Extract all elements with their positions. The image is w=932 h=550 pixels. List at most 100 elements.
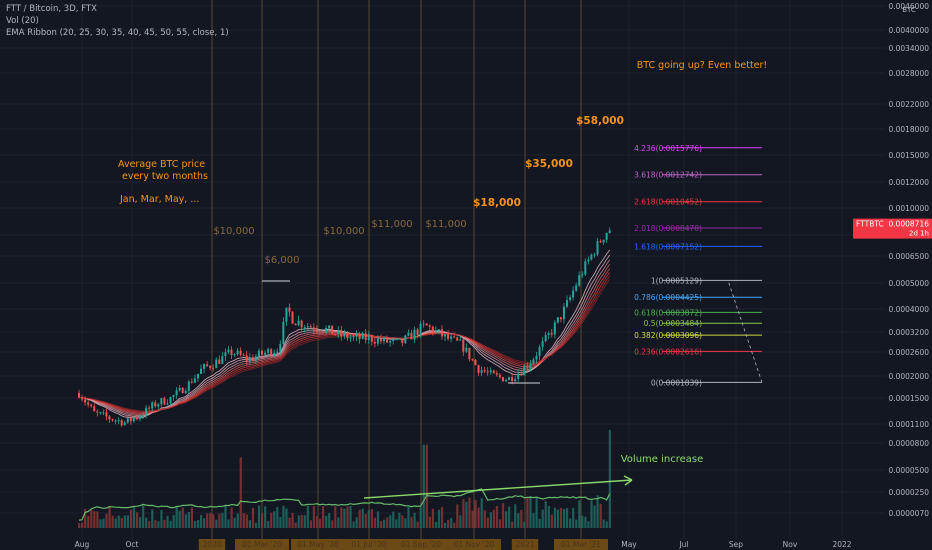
volume-bar (505, 511, 508, 528)
candle-body (453, 336, 456, 338)
time-marker-2 (198, 539, 226, 550)
candles (78, 227, 611, 427)
volume-trend-arrowhead (623, 475, 633, 486)
volume-bar (407, 507, 410, 528)
candle-body (386, 337, 389, 343)
volume-bar (373, 517, 377, 528)
candle-body (318, 331, 321, 333)
volume-bar (416, 521, 419, 528)
candle-body (556, 317, 559, 323)
candle-body (468, 347, 471, 360)
volume-ma-line (78, 488, 611, 521)
price-tick-18: 0.0000800 (888, 439, 929, 448)
indicator-volume[interactable]: Vol (20) (6, 16, 39, 26)
candle-body (291, 311, 294, 324)
time-tick-12: Sep (729, 540, 743, 549)
annotation-10: BTC going up? Even better! (637, 60, 767, 71)
price-tick-20: 0.0000250 (888, 488, 929, 497)
volume-bar (480, 498, 483, 528)
volume-bar (312, 506, 316, 528)
two-month-markers (211, 0, 582, 540)
price-tick-17: 0.0001100 (888, 420, 929, 429)
fibonacci-extension[interactable]: 4.236(0.0015776) 3.618(0.0012742) 2.618(0.… (634, 144, 763, 388)
candle-body (142, 415, 145, 417)
candle-body (370, 335, 373, 342)
volume-bar (379, 520, 383, 528)
symbol-title[interactable]: FTT / Bitcoin, 3D, FTX (6, 4, 97, 14)
volume-bar (218, 513, 221, 528)
volume-bar (99, 519, 102, 528)
volume-bar (495, 506, 499, 528)
volume-bar (306, 505, 309, 528)
candle-body (584, 261, 587, 275)
candle-body (428, 325, 431, 327)
candle-body (544, 335, 547, 342)
candle-body (212, 367, 215, 369)
annotation-1: Jan, Mar, May, ... (119, 194, 199, 205)
candle-body (209, 365, 212, 368)
candle-body (242, 354, 245, 356)
annotation-11: Volume increase (621, 454, 704, 465)
candle-body (431, 326, 434, 333)
volume-bar (389, 515, 392, 528)
volume-bar (413, 512, 416, 528)
volume-bar (343, 508, 346, 528)
volume-bar (392, 511, 395, 528)
volume-bar (300, 514, 303, 528)
price-tick-13: 0.0003200 (888, 328, 929, 337)
candle-body (93, 406, 96, 412)
candle-body (456, 337, 459, 341)
volume-bar (139, 517, 142, 528)
volume-bar (386, 517, 389, 528)
candle-body (157, 404, 160, 407)
candle-body (322, 332, 324, 334)
volume-bar (526, 496, 529, 528)
time-tick-2: 2020 (202, 540, 221, 549)
volume-bar (108, 506, 111, 528)
candle-body (105, 412, 108, 417)
time-marker-3 (235, 539, 289, 550)
volume-bar (434, 521, 438, 528)
fib-level-label: 2.618(0.0010452) (634, 198, 702, 207)
candle-body (383, 337, 385, 342)
candle-body (120, 420, 123, 426)
price-tick-6: 0.0015000 (888, 151, 929, 160)
candle-body (532, 359, 535, 364)
fib-level-label: 0.786(0.0004425) (634, 293, 702, 302)
volume-bar (361, 508, 364, 528)
volume-bar (209, 512, 212, 528)
volume-bar (142, 505, 145, 528)
volume-bar (468, 497, 471, 528)
indicator-ema-ribbon[interactable]: EMA Ribbon (20, 25, 30, 35, 40, 45, 50, … (6, 28, 229, 38)
candle-body (511, 377, 514, 382)
volume-bar (547, 506, 550, 528)
candle-body (273, 352, 276, 356)
time-tick-3: 01 Mar '20 (242, 540, 282, 549)
volume-bar (224, 505, 227, 528)
candle-body (117, 420, 120, 422)
time-tick-8: 2021 (515, 540, 534, 549)
volume-bar (477, 507, 480, 528)
candle-body (178, 387, 181, 391)
candle-body (196, 373, 199, 379)
volume-bar (196, 520, 200, 528)
volume-bar (508, 506, 511, 528)
volume-bar (151, 509, 154, 528)
candle-body (145, 407, 148, 416)
currency-label: BTC (902, 6, 916, 14)
candle-body (593, 254, 596, 256)
candle-body (407, 332, 410, 336)
candle-body (233, 354, 236, 356)
candle-body (154, 402, 157, 407)
volume-bar (559, 507, 563, 528)
volume-bar (114, 518, 117, 528)
candle-body (279, 343, 282, 352)
candle-body (578, 275, 581, 286)
price-badge-symbol: FTTBTC (856, 220, 884, 229)
volume-bar (120, 517, 123, 528)
candle-body (572, 290, 575, 298)
volume-bar (541, 509, 544, 528)
price-badge-value: 0.0008716 (888, 220, 929, 229)
time-tick-9: 01 Mar '21 (561, 540, 601, 549)
